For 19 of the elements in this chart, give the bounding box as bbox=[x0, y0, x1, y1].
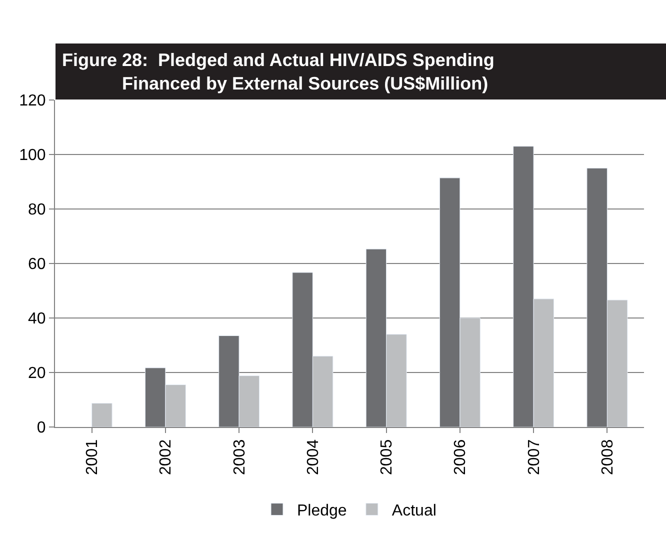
bar bbox=[92, 403, 112, 427]
x-tick-label: 2003 bbox=[231, 439, 248, 475]
y-tick-label: 60 bbox=[28, 256, 46, 274]
legend-label: Actual bbox=[392, 502, 436, 520]
y-tick-label: 100 bbox=[19, 147, 46, 164]
x-tick-label: 2007 bbox=[526, 439, 543, 475]
x-tick-label: 2008 bbox=[599, 439, 616, 475]
x-tick-label: 2001 bbox=[84, 439, 102, 475]
x-tick-label: 2002 bbox=[158, 439, 175, 475]
y-tick-label: 0 bbox=[36, 420, 46, 437]
x-tick-label: 2005 bbox=[378, 439, 396, 475]
x-tick-label: 2004 bbox=[304, 439, 322, 475]
y-tick-label: 120 bbox=[19, 92, 46, 110]
legend-label: Pledge bbox=[297, 502, 347, 520]
chart-title: Figure 28: Pledged and Actual HIV/AIDS Spending Financed by External Sources (US$Million) bbox=[62, 50, 494, 94]
y-tick-label: 40 bbox=[28, 310, 46, 328]
y-tick-label: 80 bbox=[28, 202, 46, 219]
y-tick-label: 20 bbox=[28, 365, 46, 382]
x-tick-label: 2006 bbox=[452, 439, 470, 475]
